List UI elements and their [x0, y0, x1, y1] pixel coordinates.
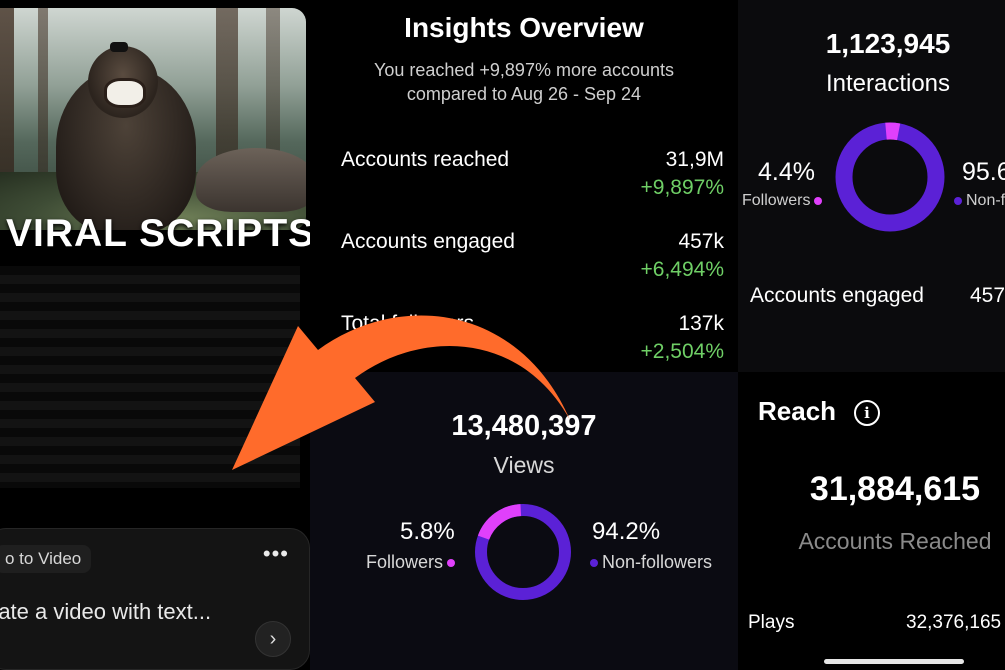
prompt-input[interactable]: rate a video with text... [0, 599, 212, 624]
prompt-card[interactable]: o to Video ••• rate a video with text...… [0, 528, 310, 670]
insights-overview-panel: Insights Overview You reached +9,897% mo… [310, 0, 738, 372]
stat-row-accounts-engaged: Accounts engaged 457k +6,494% [341, 230, 724, 286]
video-thumbnail[interactable] [0, 8, 306, 230]
info-icon[interactable]: i [854, 400, 880, 426]
followers-percent: 4.4% [758, 158, 815, 186]
stat-row-accounts-reached: Accounts reached 31,9M +9,897% [341, 148, 724, 204]
nonfollowers-label: Non-f [966, 192, 1005, 209]
interactions-label: Interactions [825, 70, 951, 97]
reach-label: Accounts Reached [798, 528, 992, 554]
donut-followers-segment [475, 504, 571, 600]
ellipsis-icon[interactable]: ••• [262, 541, 289, 566]
reach-title: Reach [758, 396, 837, 426]
donut-nonfollowers-ring [475, 504, 571, 600]
chevron-right-icon[interactable]: › [255, 621, 291, 657]
stat-value: 137k [678, 312, 724, 335]
stat-label: Total followers [341, 312, 475, 335]
stat-value: 31,9M [665, 148, 724, 171]
reach-panel: Reach i 31,884,615 Accounts Reached Play… [738, 372, 1005, 670]
followers-label: Followers [366, 552, 444, 572]
followers-dot [447, 559, 456, 568]
interactions-panel: 1,123,945 Interactions 4.4% Followers 95… [738, 0, 1005, 372]
followers-percent: 5.8% [400, 518, 455, 545]
interactions-count: 1,123,945 [825, 28, 951, 59]
donut-followers-segment [835, 122, 945, 232]
plays-value: 32,376,165 [906, 612, 1002, 633]
stat-value: 457k [678, 230, 724, 253]
nonfollowers-percent: 94.2% [592, 518, 661, 545]
followers-legend: Followers [742, 192, 826, 210]
stat-delta: +2,504% [640, 340, 725, 363]
stat-label: Accounts reached [341, 148, 510, 171]
views-count: 13,480,397 [451, 410, 597, 442]
left-panel: VIRAL SCRIPTS o to Video ••• rate a vide… [0, 0, 310, 670]
nonfollowers-legend: Non-followers [586, 552, 712, 573]
video-title: VIRAL SCRIPTS [6, 212, 310, 255]
stat-delta: +6,494% [640, 258, 725, 281]
accounts-engaged-label: Accounts engaged [750, 284, 924, 307]
stat-row-total-followers: Total followers 137k +2,504% [341, 312, 724, 368]
reach-count: 31,884,615 [809, 470, 981, 508]
accounts-engaged-value: 457 [970, 284, 1005, 307]
followers-legend: Followers [366, 552, 459, 573]
donut-nonfollowers-ring [835, 122, 945, 232]
insights-title: Insights Overview [404, 12, 644, 43]
interactions-donut-chart [835, 122, 945, 232]
mode-chip[interactable]: o to Video [0, 545, 92, 573]
home-indicator[interactable] [824, 659, 964, 664]
blurred-content [0, 266, 300, 488]
nonfollowers-legend: Non-f [950, 192, 1005, 210]
views-donut-chart [475, 504, 571, 600]
views-panel: 13,480,397 Views 5.8% Followers 94.2% No… [310, 372, 738, 670]
nonfollowers-percent: 95.6 [962, 158, 1005, 186]
stat-delta: +9,897% [640, 176, 725, 199]
nonfollowers-label: Non-followers [602, 552, 713, 572]
plays-label: Plays [748, 612, 795, 633]
nonfollowers-dot [954, 196, 962, 205]
stat-label: Accounts engaged [341, 230, 515, 253]
followers-dot [814, 196, 823, 205]
followers-label: Followers [742, 192, 811, 209]
views-label: Views [493, 452, 555, 478]
nonfollowers-dot [590, 559, 598, 568]
insights-subtitle: You reached +9,897% more accounts compar… [373, 60, 675, 104]
